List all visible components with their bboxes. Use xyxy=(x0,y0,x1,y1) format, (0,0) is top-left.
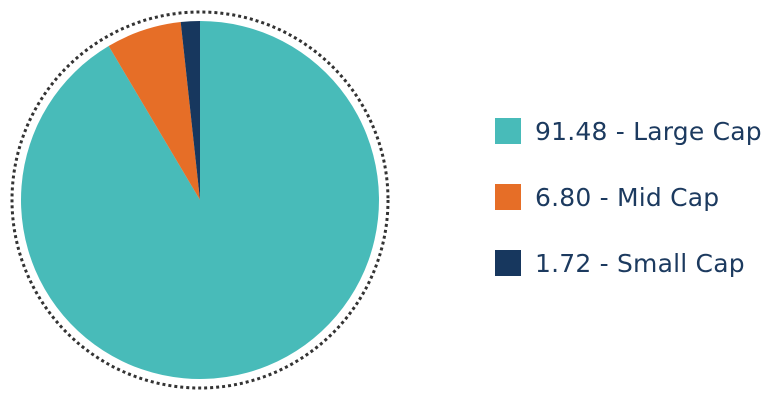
pie-slices xyxy=(20,21,379,379)
legend-item-mid-cap: 6.80 - Mid Cap xyxy=(495,180,762,214)
pie-slice-mid-cap xyxy=(108,22,200,200)
legend-swatch-mid-cap xyxy=(495,184,521,210)
legend-label-mid-cap: 6.80 - Mid Cap xyxy=(535,182,720,212)
legend-label-large-cap: 91.48 - Large Cap xyxy=(535,116,762,146)
legend-item-small-cap: 1.72 - Small Cap xyxy=(495,246,762,280)
legend-swatch-small-cap xyxy=(495,250,521,276)
legend-item-large-cap: 91.48 - Large Cap xyxy=(495,114,762,148)
legend: 91.48 - Large Cap 6.80 - Mid Cap 1.72 - … xyxy=(495,114,762,280)
legend-swatch-large-cap xyxy=(495,118,521,144)
dotted-outline-ring xyxy=(10,10,390,390)
pie-slice-small-cap xyxy=(180,21,200,200)
pie-slice-large-cap xyxy=(20,21,379,379)
legend-label-small-cap: 1.72 - Small Cap xyxy=(535,248,745,278)
